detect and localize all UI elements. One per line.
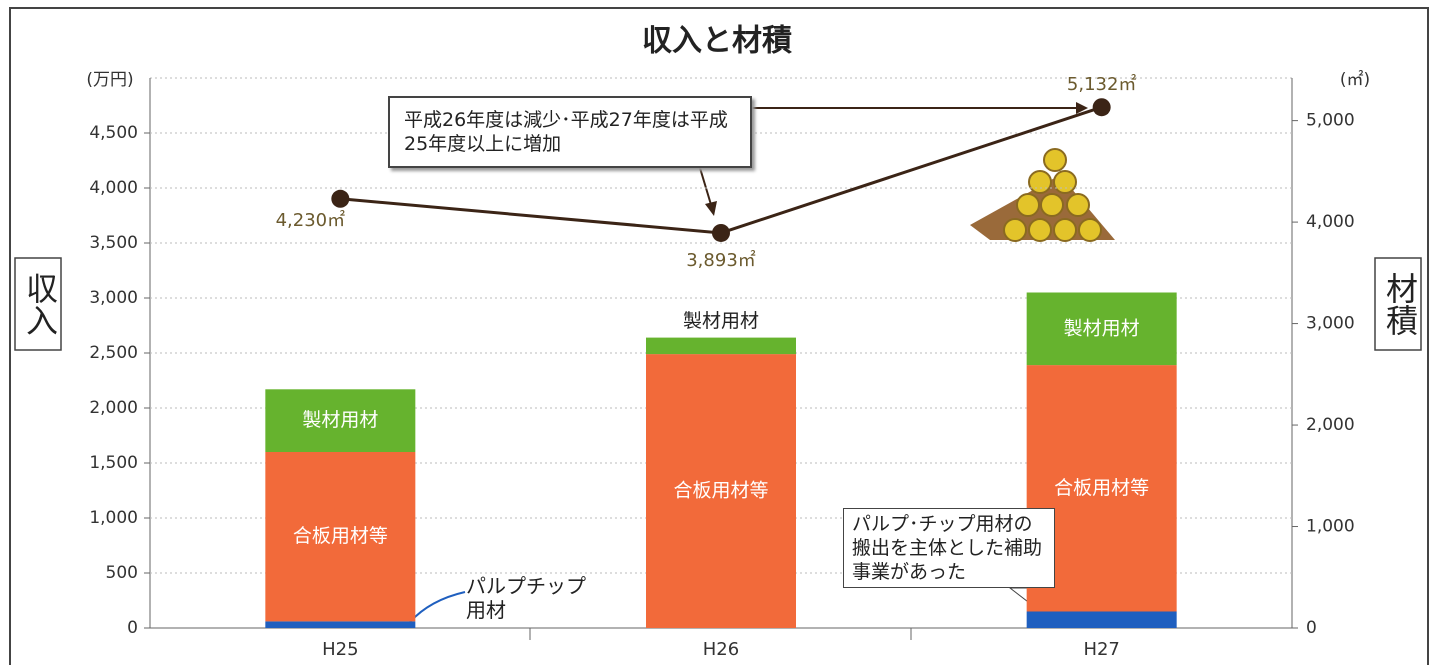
data-label: 3,893㎡ [686,249,756,271]
callout-line [409,591,466,623]
x-tick-label: H27 [1083,639,1119,660]
y2-unit: (㎡) [1340,70,1370,90]
frame [9,7,1429,665]
y-tick-label: 3,000 [89,288,138,308]
y-label: 収入 [21,272,59,336]
y2-label: 材積 [1381,272,1419,336]
arrow-head [705,201,717,216]
line-point [712,223,730,242]
line-point [331,189,350,208]
data-label: 5,132㎡ [1067,73,1137,95]
y2-tick-label: 5,000 [1306,111,1355,131]
annotation: 平成26年度は減少･平成27年度は平成25年度以上に増加 [388,96,752,168]
y-tick-label: 1,000 [89,508,138,528]
arrow-head [1076,102,1088,114]
y-tick-label: 2,500 [89,343,138,363]
x-tick-label: H25 [322,639,358,660]
y-tick-label: 0 [127,618,138,638]
bar-segment [265,621,416,628]
chart-title: 収入と材積 [642,24,792,59]
line-point [1092,98,1111,117]
bar-segment [1026,292,1177,366]
y2-tick-label: 4,000 [1306,212,1355,232]
segment-label: 製材用材 [1064,317,1140,339]
y-tick-label: 4,500 [89,123,138,143]
x-tick-label: H26 [703,639,739,660]
bar-segment [1026,611,1177,628]
y-tick-label: 1,500 [89,453,138,473]
segment-label: 製材用材 [302,409,378,431]
y-unit: (万円) [86,70,133,90]
y-label-box [14,257,62,351]
segment-label: 製材用材 [683,310,759,332]
y-tick-label: 500 [106,563,138,583]
y-tick-label: 4,000 [89,178,138,198]
segment-label: 合板用材等 [1054,477,1149,499]
series-callout: パルプチップ用材 [466,574,586,622]
y-tick-label: 2,000 [89,398,138,418]
y2-tick-label: 1,000 [1306,517,1355,537]
bar-segment [265,452,416,622]
bar-segment [646,354,796,628]
annotation: パルプ･チップ用材の搬出を主体とした補助事業があった [843,508,1055,588]
segment-label: 合板用材等 [673,480,768,502]
data-label: 4,230㎡ [276,209,346,231]
y-tick-label: 3,500 [89,233,138,253]
bar-segment [646,337,796,355]
y2-tick-label: 2,000 [1306,415,1355,435]
y2-tick-label: 0 [1306,618,1317,638]
y2-tick-label: 3,000 [1306,314,1355,334]
y2-label-box [1374,257,1422,351]
logs-illustration [970,148,1115,242]
bar-segment [265,389,416,452]
segment-label: 合板用材等 [293,525,388,547]
